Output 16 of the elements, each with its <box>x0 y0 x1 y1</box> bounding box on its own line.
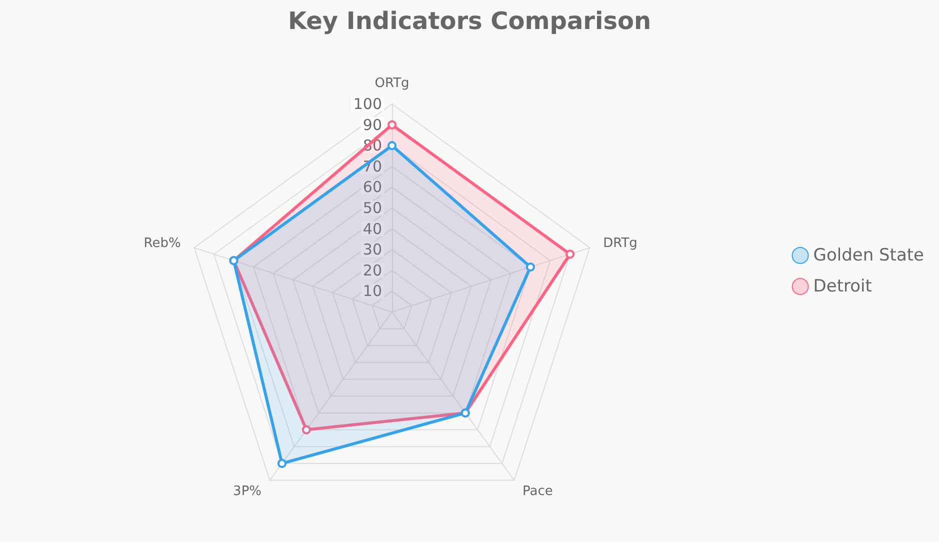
legend-label: Detroit <box>813 276 872 296</box>
legend-label: Golden State <box>813 246 924 266</box>
spoke-label: DRTg <box>603 236 638 251</box>
spoke-label: ORTg <box>374 76 410 91</box>
y-tick-label: 50 <box>362 199 382 217</box>
y-tick-label: 20 <box>362 261 382 280</box>
spoke-label: 3P% <box>233 484 262 500</box>
y-tick-label: 100 <box>353 95 382 113</box>
spoke-label: Pace <box>522 484 553 500</box>
y-tick-label: 90 <box>362 116 382 134</box>
y-tick-label: 40 <box>362 220 382 238</box>
chart-title: Key Indicators Comparison <box>288 7 652 35</box>
y-tick-label: 10 <box>362 282 382 300</box>
spoke-label: Reb% <box>144 236 181 251</box>
y-tick-label: 60 <box>362 178 382 196</box>
y-tick-label: 30 <box>362 240 382 259</box>
